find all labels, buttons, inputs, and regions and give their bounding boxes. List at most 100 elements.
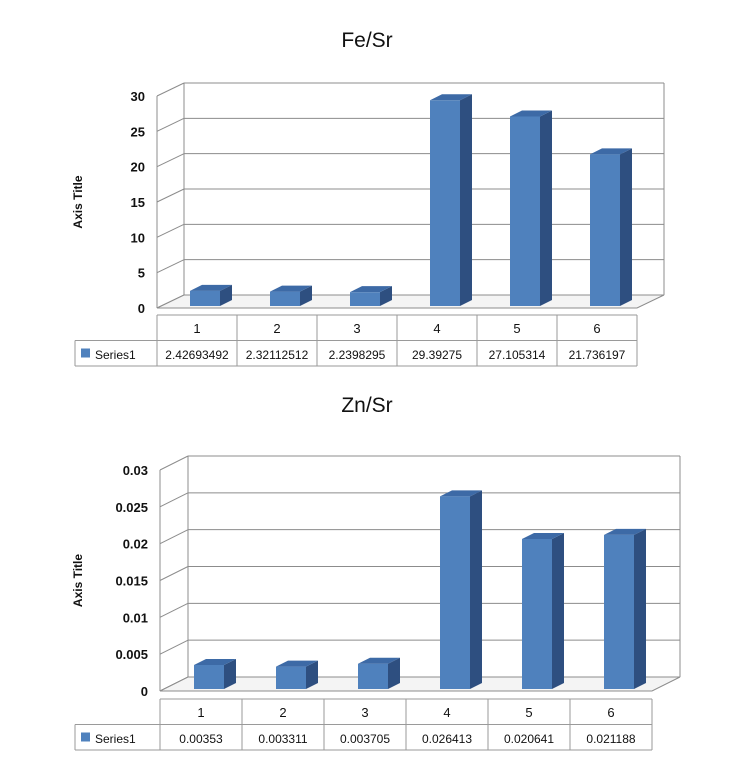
y-tick-label: 0.02	[123, 537, 148, 552]
gridline-side	[159, 455, 189, 471]
gridline-side	[159, 492, 189, 508]
bar-front	[604, 534, 634, 689]
y-tick-label: 0.005	[115, 647, 148, 662]
bar-side	[300, 285, 312, 306]
legend-swatch	[81, 732, 90, 742]
gridline-side	[156, 117, 185, 132]
bar-side	[220, 284, 232, 306]
gridline-side	[159, 602, 189, 618]
bar-top	[604, 528, 646, 535]
y-tick-label: 0.03	[123, 463, 148, 478]
gridline-side	[159, 529, 189, 545]
bar-top	[430, 94, 472, 101]
data-table-value: 0.003311	[258, 732, 307, 746]
y-tick-label: 0	[138, 301, 145, 316]
bar	[430, 94, 472, 307]
bar-front	[522, 538, 552, 689]
x-category-label: 5	[513, 321, 520, 336]
bar-top	[358, 657, 400, 664]
bar	[440, 490, 482, 689]
y-tick-label: 20	[131, 160, 145, 175]
bar	[276, 660, 318, 689]
bar-side	[540, 110, 552, 306]
legend-series-name: Series1	[95, 348, 136, 362]
gridline-side	[156, 153, 185, 168]
y-tick-label: 25	[131, 124, 145, 139]
data-table-value: 0.020641	[504, 732, 554, 746]
bar-side	[388, 657, 400, 689]
data-table-value: 0.003705	[340, 732, 390, 746]
bar-top	[440, 490, 482, 497]
bar-top	[590, 148, 632, 155]
bar	[270, 285, 312, 306]
y-tick-label: 10	[131, 230, 145, 245]
bar-top	[522, 532, 564, 539]
x-category-label: 1	[197, 705, 204, 720]
x-category-label: 2	[273, 321, 280, 336]
y-tick-label: 0.025	[115, 500, 148, 515]
legend-swatch	[81, 348, 90, 358]
data-table-value: 21.736197	[569, 348, 626, 362]
x-category-label: 3	[353, 321, 360, 336]
bar-side	[224, 658, 236, 689]
x-category-label: 6	[607, 705, 614, 720]
bar	[604, 528, 646, 689]
y-axis-label: Axis Title	[71, 554, 85, 607]
bar-front	[270, 291, 300, 306]
bar-front	[430, 100, 460, 307]
bar	[358, 657, 400, 689]
bar	[510, 110, 552, 306]
data-table-value: 29.39275	[412, 348, 462, 362]
bar-front	[510, 116, 540, 306]
bar	[522, 532, 564, 689]
bar-front	[190, 290, 220, 306]
bar-top	[276, 660, 318, 667]
bar-side	[306, 660, 318, 689]
data-table-value: 27.105314	[489, 348, 546, 362]
bar-front	[276, 666, 306, 689]
bar-front	[350, 292, 380, 306]
x-category-label: 5	[525, 705, 532, 720]
gridline-side	[156, 188, 185, 203]
bar	[190, 284, 232, 306]
x-category-label: 1	[193, 321, 200, 336]
x-category-label: 6	[593, 321, 600, 336]
y-tick-label: 0.015	[115, 574, 148, 589]
chart-zn-sr: Zn/Sr 0 0.005 0.01 0.015 0.02 0.025 0.03 Axis Ti…	[71, 394, 681, 751]
bar-side	[620, 148, 632, 306]
bar-front	[194, 664, 224, 689]
legend-series-name: Series1	[95, 732, 136, 746]
data-table-value: 2.42693492	[165, 348, 229, 362]
gridline-side	[156, 259, 185, 274]
bar	[194, 658, 236, 689]
chart-floor	[156, 294, 665, 309]
gridline-side	[156, 223, 185, 238]
data-table-value: 2.2398295	[329, 348, 386, 362]
y-tick-label: 5	[138, 266, 145, 281]
bar-side	[470, 490, 482, 689]
bar-top	[350, 286, 392, 293]
y-tick-label: 30	[131, 89, 145, 104]
x-category-label: 4	[433, 321, 440, 336]
bar-top	[270, 285, 312, 292]
gridline-side	[159, 566, 189, 581]
chart-fe-sr: Fe/Sr 0 5 10 15 20 25 30 Axis Title 1 2.42693492 2 2…	[71, 29, 665, 367]
data-table-value: 0.00353	[179, 732, 223, 746]
gridline-side	[159, 639, 189, 655]
bar-top	[510, 110, 552, 117]
y-axis-label: Axis Title	[71, 175, 85, 228]
y-tick-label: 0	[141, 684, 148, 699]
bar-side	[460, 94, 472, 307]
x-category-label: 4	[443, 705, 450, 720]
bar-front	[358, 663, 388, 689]
bar	[590, 148, 632, 306]
bar-front	[590, 154, 620, 306]
gridline-side	[156, 82, 185, 97]
chart-title: Fe/Sr	[341, 29, 392, 52]
bar-front	[440, 496, 470, 689]
chart-title: Zn/Sr	[341, 394, 392, 417]
chart-floor	[159, 676, 681, 692]
x-category-label: 2	[279, 705, 286, 720]
bar-side	[552, 532, 564, 689]
